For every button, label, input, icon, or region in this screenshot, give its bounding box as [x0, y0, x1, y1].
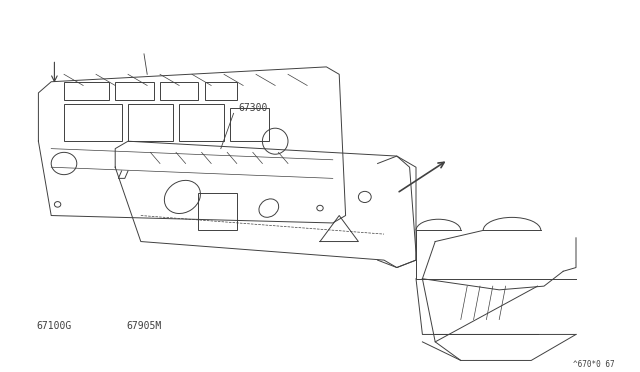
Bar	[230, 108, 269, 141]
Text: 67905M: 67905M	[126, 321, 162, 331]
Bar	[64, 104, 122, 141]
Bar	[179, 104, 224, 141]
Bar	[160, 82, 198, 100]
Bar	[64, 82, 109, 100]
Bar	[128, 104, 173, 141]
Text: 67100G: 67100G	[36, 321, 72, 331]
Bar	[205, 82, 237, 100]
Text: ^670*0 67: ^670*0 67	[573, 360, 614, 369]
Bar	[115, 82, 154, 100]
Text: 67300: 67300	[238, 103, 268, 113]
